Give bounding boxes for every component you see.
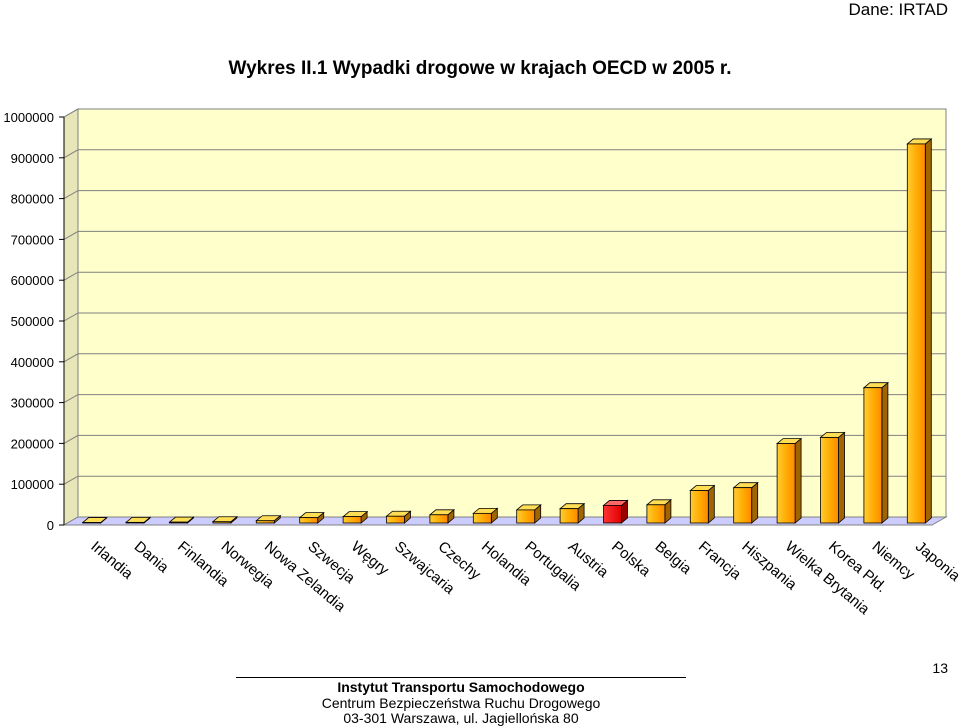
- bar-front: [604, 505, 622, 523]
- bar-front: [430, 515, 448, 523]
- bar: [864, 383, 888, 523]
- bar: [690, 486, 714, 523]
- bar: [647, 500, 671, 523]
- bar-front: [864, 388, 882, 523]
- bar-front: [387, 516, 405, 523]
- bar: [907, 139, 931, 523]
- y-tick-label: 200000: [11, 436, 54, 451]
- bar: [473, 508, 497, 523]
- bar-front: [170, 522, 188, 523]
- footer-address: 03-301 Warszawa, ul. Jagiellońska 80: [236, 710, 686, 727]
- bar: [734, 483, 758, 523]
- page-number: 13: [932, 660, 948, 676]
- bar: [300, 513, 324, 523]
- bar: [777, 439, 801, 523]
- y-tick-label: 900000: [11, 151, 54, 166]
- y-tick-label: 100000: [11, 477, 54, 492]
- bar-side: [925, 139, 931, 523]
- bar-front: [300, 518, 318, 523]
- y-tick-label: 300000: [11, 396, 54, 411]
- footer-institute: Instytut Transportu Samochodowego: [236, 679, 686, 696]
- y-tick-label: 700000: [11, 232, 54, 247]
- bar: [517, 505, 541, 523]
- bar-chart: 0 100000 200000 300000 400000 500000 600000 700…: [0, 0, 960, 640]
- y-tick-label: 400000: [11, 355, 54, 370]
- x-tick-label: Polska: [608, 538, 654, 580]
- bar: [343, 512, 367, 523]
- bar: [604, 500, 628, 523]
- bar-front: [734, 488, 752, 523]
- bar-side: [882, 383, 888, 523]
- bar: [821, 432, 845, 523]
- bar-front: [517, 510, 535, 523]
- x-tick-label: Dania: [131, 538, 172, 577]
- bar-front: [777, 444, 795, 523]
- bar: [387, 511, 411, 523]
- chart-floor: [64, 517, 946, 525]
- bar-side: [839, 432, 845, 523]
- bar-front: [343, 517, 361, 523]
- x-tick-label: Irlandia: [87, 538, 136, 583]
- y-tick-label: 1000000: [3, 110, 54, 125]
- y-axis: 0 100000 200000 300000 400000 500000 600000 700…: [3, 110, 64, 533]
- bar-side: [752, 483, 758, 523]
- bar-front: [213, 522, 231, 523]
- bar: [560, 504, 584, 523]
- chart-walls: [64, 109, 946, 525]
- bar-front: [256, 521, 274, 523]
- footer-divider: [236, 677, 686, 678]
- bar-front: [821, 437, 839, 523]
- bar-front: [690, 491, 708, 523]
- y-tick-label: 600000: [11, 273, 54, 288]
- bar-side: [708, 486, 714, 523]
- bar-front: [560, 509, 578, 523]
- bar-front: [126, 522, 144, 523]
- bar-front: [473, 513, 491, 523]
- bar-side: [795, 439, 801, 523]
- bar: [430, 510, 454, 523]
- y-tick-label: 800000: [11, 192, 54, 207]
- x-tick-label: Francja: [695, 538, 745, 584]
- x-tick-label: Japonia: [912, 538, 960, 585]
- bar-front: [907, 144, 925, 523]
- y-tick-label: 0: [47, 518, 54, 533]
- y-tick-label: 500000: [11, 314, 54, 329]
- x-tick-label: Belgia: [652, 538, 695, 578]
- bar-front: [647, 505, 665, 523]
